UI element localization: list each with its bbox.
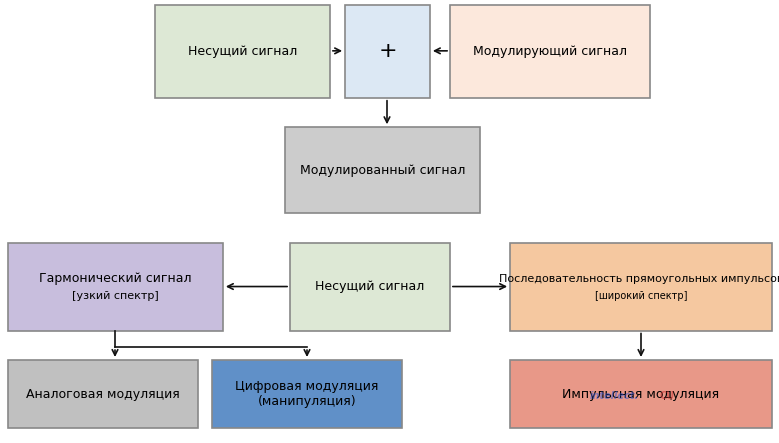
FancyBboxPatch shape bbox=[285, 127, 480, 213]
FancyBboxPatch shape bbox=[450, 5, 650, 98]
Text: Импульсная модуляция: Импульсная модуляция bbox=[562, 388, 720, 400]
Text: +: + bbox=[378, 41, 397, 61]
Text: [широкий спектр]: [широкий спектр] bbox=[594, 291, 687, 301]
FancyBboxPatch shape bbox=[345, 5, 430, 98]
Text: [узкий спектр]: [узкий спектр] bbox=[72, 291, 159, 301]
FancyBboxPatch shape bbox=[155, 5, 330, 98]
Text: Несущий сигнал: Несущий сигнал bbox=[188, 45, 297, 58]
FancyBboxPatch shape bbox=[8, 242, 223, 330]
Text: Модулированный сигнал: Модулированный сигнал bbox=[300, 163, 465, 177]
Text: Цифровая модуляция
(манипуляция): Цифровая модуляция (манипуляция) bbox=[235, 380, 379, 408]
FancyBboxPatch shape bbox=[510, 242, 772, 330]
Text: Гармонический сигнал: Гармонический сигнал bbox=[39, 272, 192, 285]
Text: Последовательность прямоугольных импульсов: Последовательность прямоугольных импульс… bbox=[499, 274, 779, 284]
FancyBboxPatch shape bbox=[510, 360, 772, 428]
Text: Аналоговая модуляция: Аналоговая модуляция bbox=[26, 388, 180, 400]
Text: Модулирующий сигнал: Модулирующий сигнал bbox=[473, 45, 627, 58]
Text: intellect.: intellect. bbox=[590, 391, 639, 401]
FancyBboxPatch shape bbox=[290, 242, 450, 330]
Text: Несущий сигнал: Несущий сигнал bbox=[315, 280, 425, 293]
Text: CU: CU bbox=[660, 391, 675, 401]
FancyBboxPatch shape bbox=[8, 360, 198, 428]
FancyBboxPatch shape bbox=[212, 360, 402, 428]
